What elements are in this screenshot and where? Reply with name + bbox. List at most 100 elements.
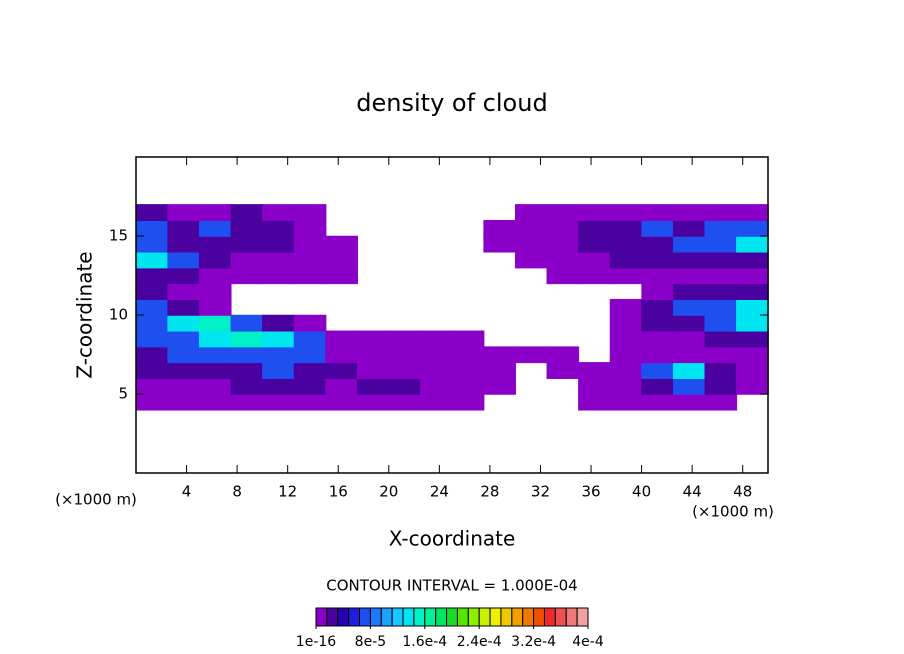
density-cell	[198, 204, 232, 221]
x-tick-label: 12	[278, 483, 297, 501]
colorbar-swatch	[337, 607, 350, 627]
density-cell	[609, 235, 643, 253]
density-cell	[262, 267, 295, 285]
colorbar-swatch	[576, 607, 589, 627]
density-cell	[293, 219, 327, 237]
density-cell	[293, 393, 327, 411]
density-cell	[167, 346, 200, 364]
density-cell	[262, 235, 295, 253]
density-cell	[135, 362, 169, 379]
density-cell	[230, 267, 264, 285]
density-cell	[578, 267, 611, 285]
colorbar-tick-label: 1.6e-4	[402, 634, 447, 650]
density-cell	[609, 377, 643, 395]
x-tick-label: 32	[531, 483, 550, 501]
colorbar-swatch	[413, 607, 426, 627]
density-cell	[704, 346, 738, 364]
colorbar-swatch	[467, 607, 480, 627]
density-cell	[736, 219, 769, 237]
colorbar-tick-label: 2.4e-4	[457, 634, 502, 650]
density-cell	[546, 267, 580, 285]
density-cell	[704, 204, 738, 221]
density-cell	[641, 283, 674, 300]
density-cell	[578, 219, 611, 237]
density-cell	[420, 393, 453, 411]
density-cell	[135, 330, 169, 348]
density-cell	[672, 393, 706, 411]
density-cell	[736, 314, 769, 332]
density-cell	[167, 219, 200, 237]
x-tick-label: 8	[232, 483, 242, 501]
density-cell	[704, 314, 738, 332]
density-cell	[167, 235, 200, 253]
chart-title: density of cloud	[356, 89, 547, 117]
colorbar-swatch	[554, 607, 567, 627]
density-cell	[325, 362, 358, 379]
x-unit: (×1000 m)	[692, 503, 774, 521]
density-cell	[198, 235, 232, 253]
density-cell	[198, 393, 232, 411]
colorbar-swatch	[489, 607, 502, 627]
density-cell	[672, 219, 706, 237]
density-cell	[262, 251, 295, 269]
density-cell	[135, 235, 169, 253]
density-cell	[230, 362, 264, 379]
density-cell	[736, 346, 769, 364]
density-cell	[704, 362, 738, 379]
colorbar-swatch	[315, 607, 328, 627]
density-cell	[451, 362, 485, 379]
colorbar-tick-label: 4e-4	[572, 634, 604, 650]
density-cell	[167, 314, 200, 332]
density-cell	[420, 362, 453, 379]
colorbar-swatch	[500, 607, 513, 627]
density-cell	[641, 204, 674, 221]
density-cell	[198, 362, 232, 379]
colorbar-swatch	[522, 607, 535, 627]
density-cell	[546, 346, 580, 364]
density-cell	[483, 377, 516, 395]
density-cell	[514, 251, 548, 269]
density-cell	[230, 235, 264, 253]
y-axis-label: Z-coordinate	[73, 251, 97, 378]
density-cell	[672, 267, 706, 285]
density-cell	[609, 298, 643, 316]
density-cell	[230, 251, 264, 269]
density-cell	[546, 235, 580, 253]
density-cell	[672, 204, 706, 221]
density-cell	[672, 362, 706, 379]
density-cell	[736, 204, 769, 221]
density-cell	[230, 346, 264, 364]
density-cell	[135, 346, 169, 364]
density-cell	[135, 377, 169, 395]
density-cell	[641, 362, 674, 379]
density-cell	[609, 204, 643, 221]
density-cell	[388, 346, 422, 364]
density-cell	[230, 393, 264, 411]
density-cell	[483, 219, 516, 237]
density-cell	[135, 314, 169, 332]
density-cell	[135, 204, 169, 221]
density-cell	[325, 377, 358, 395]
x-axis-label: X-coordinate	[389, 527, 516, 551]
density-cell	[293, 267, 327, 285]
density-cell	[135, 393, 169, 411]
density-cell	[325, 251, 358, 269]
density-cell	[546, 251, 580, 269]
density-cell	[167, 283, 200, 300]
colorbar-swatch	[424, 607, 437, 627]
density-cell	[578, 204, 611, 221]
colorbar-swatch	[380, 607, 393, 627]
colorbar-swatch	[565, 607, 578, 627]
density-cell	[736, 298, 769, 316]
density-cell	[672, 251, 706, 269]
density-cell	[704, 298, 738, 316]
density-cell	[672, 283, 706, 300]
density-cell	[514, 346, 548, 364]
density-cell	[262, 314, 295, 332]
density-cell	[167, 377, 200, 395]
density-cell	[230, 377, 264, 395]
density-cell	[388, 377, 422, 395]
density-cell	[704, 283, 738, 300]
density-cell	[262, 362, 295, 379]
